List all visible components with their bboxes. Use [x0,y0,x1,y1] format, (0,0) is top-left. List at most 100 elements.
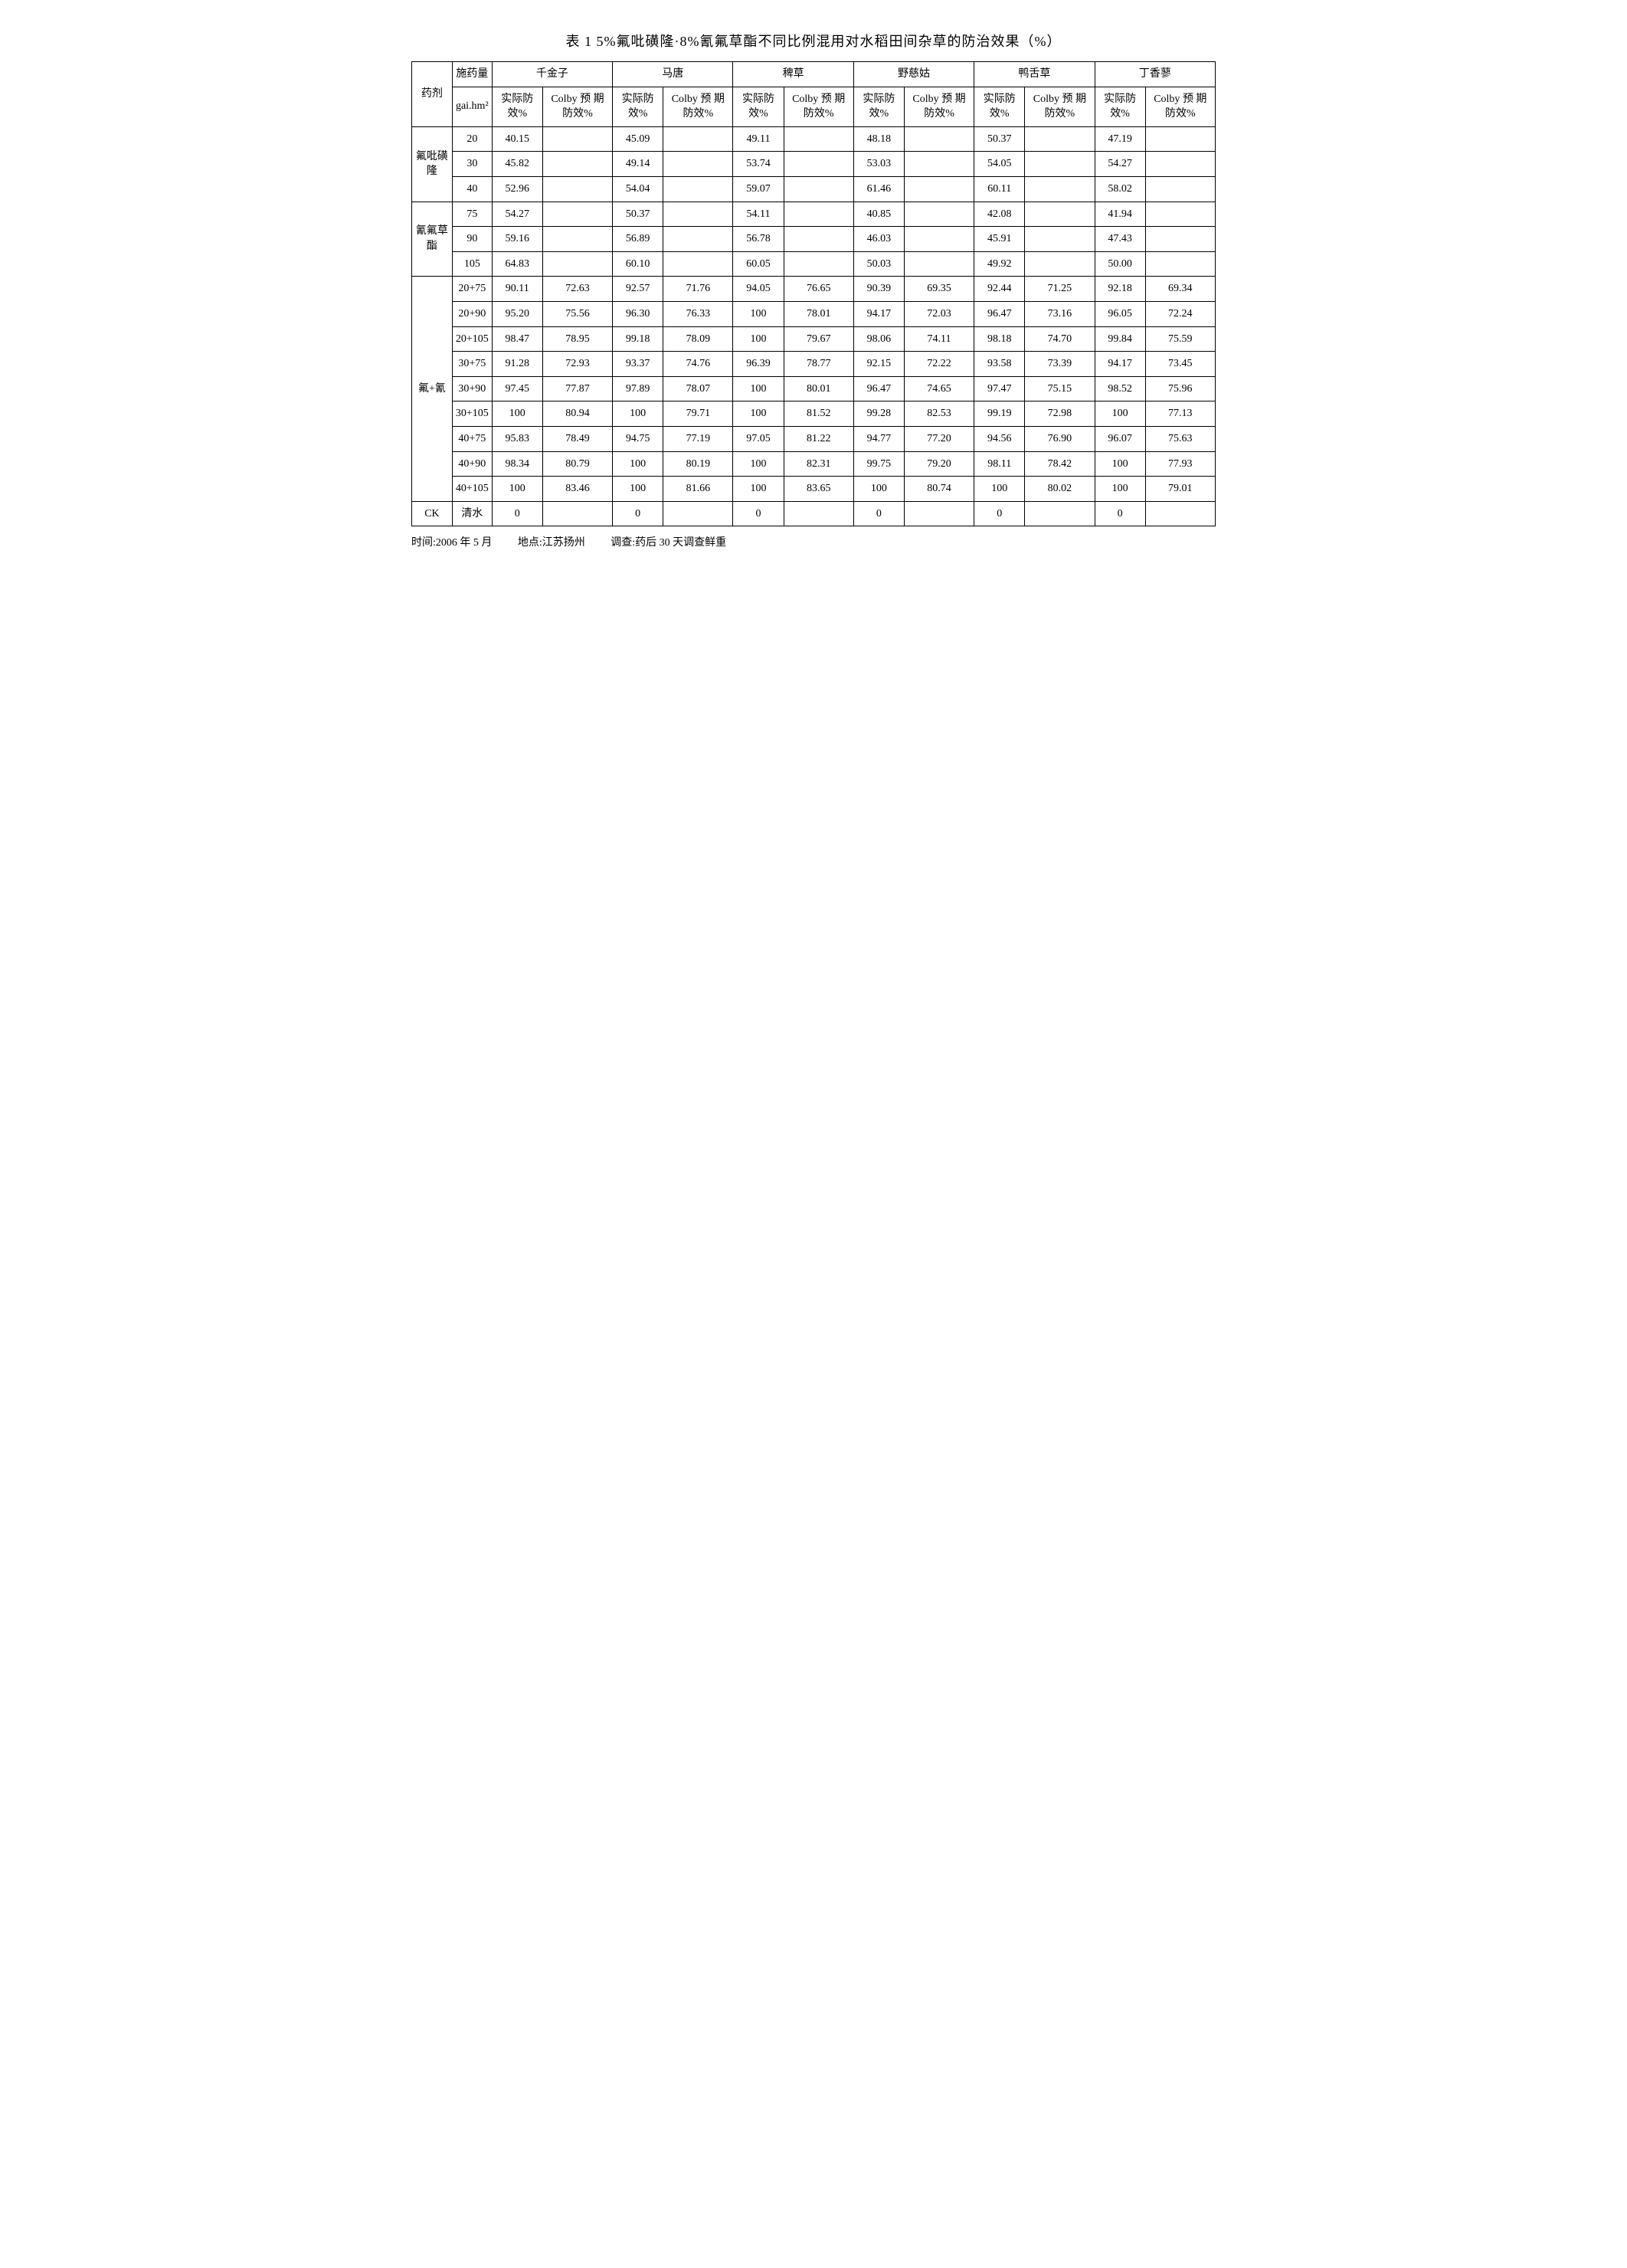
colby-cell: 80.01 [784,376,853,401]
colby-cell [1025,152,1095,177]
weed-0: 千金子 [492,62,612,87]
actual-cell: 47.19 [1095,126,1145,152]
colby-cell: 75.96 [1145,376,1215,401]
table-row: 氰氟草酯7554.2750.3754.1140.8542.0841.94 [412,202,1216,227]
actual-cell: 96.07 [1095,426,1145,451]
actual-cell: 52.96 [492,176,542,202]
actual-cell: 48.18 [853,126,904,152]
footer-time: 时间:2006 年 5 月 [411,537,492,549]
sub-actual: 实际防 效% [1095,87,1145,126]
colby-cell: 80.94 [542,401,612,427]
dose-cell: 40+90 [452,451,492,477]
sub-colby: Colby 预 期防效% [663,87,733,126]
dose-cell: 75 [452,202,492,227]
table-row: 氟吡磺隆2040.1545.0949.1148.1850.3747.19 [412,126,1216,152]
actual-cell: 49.92 [974,251,1025,277]
colby-cell: 79.01 [1145,477,1215,502]
colby-cell: 74.11 [904,326,974,352]
colby-cell [904,251,974,277]
table-row: 40+7595.8378.4994.7577.1997.0581.2294.77… [412,426,1216,451]
actual-cell: 100 [974,477,1025,502]
actual-cell: 100 [1095,451,1145,477]
colby-cell [542,176,612,202]
actual-cell: 60.11 [974,176,1025,202]
actual-cell: 50.37 [613,202,663,227]
colby-cell [663,227,733,252]
colby-cell: 72.03 [904,301,974,326]
colby-cell [663,176,733,202]
colby-cell: 79.71 [663,401,733,427]
sub-colby: Colby 预 期防效% [542,87,612,126]
actual-cell: 0 [733,501,784,526]
dose-cell: 30+90 [452,376,492,401]
actual-cell: 0 [613,501,663,526]
colby-cell: 81.66 [663,477,733,502]
colby-cell: 73.45 [1145,352,1215,377]
actual-cell: 99.28 [853,401,904,427]
actual-cell: 40.85 [853,202,904,227]
actual-cell: 50.00 [1095,251,1145,277]
actual-cell: 92.18 [1095,277,1145,302]
actual-cell: 53.03 [853,152,904,177]
actual-cell: 97.45 [492,376,542,401]
actual-cell: 100 [853,477,904,502]
actual-cell: 100 [733,326,784,352]
dose-cell: 20+75 [452,277,492,302]
dose-cell: 40+75 [452,426,492,451]
colby-cell [1025,176,1095,202]
actual-cell: 100 [733,477,784,502]
colby-cell: 76.90 [1025,426,1095,451]
colby-cell: 73.39 [1025,352,1095,377]
colby-cell: 78.01 [784,301,853,326]
table-row: 氟+氰20+7590.1172.6392.5771.7694.0576.6590… [412,277,1216,302]
actual-cell: 50.03 [853,251,904,277]
table-row: 9059.1656.8956.7846.0345.9147.43 [412,227,1216,252]
colby-cell [904,176,974,202]
actual-cell: 94.17 [1095,352,1145,377]
table-title: 表 1 5%氟吡磺隆·8%氰氟草酯不同比例混用对水稻田间杂草的防治效果（%） [411,31,1216,51]
colby-cell: 77.93 [1145,451,1215,477]
colby-cell: 83.46 [542,477,612,502]
sub-actual: 实际防 效% [853,87,904,126]
actual-cell: 54.11 [733,202,784,227]
actual-cell: 93.58 [974,352,1025,377]
actual-cell: 94.56 [974,426,1025,451]
colby-cell [542,251,612,277]
actual-cell: 45.91 [974,227,1025,252]
colby-cell: 77.13 [1145,401,1215,427]
actual-cell: 0 [853,501,904,526]
colby-cell: 76.65 [784,277,853,302]
colby-cell [1025,126,1095,152]
sub-colby: Colby 预 期防效% [1025,87,1095,126]
colby-cell [904,202,974,227]
footer-survey: 调查:药后 30 天调查鲜重 [611,537,726,549]
actual-cell: 93.37 [613,352,663,377]
actual-cell: 99.84 [1095,326,1145,352]
dose-cell: 30 [452,152,492,177]
table-row: 40+9098.3480.7910080.1910082.3199.7579.2… [412,451,1216,477]
actual-cell: 91.28 [492,352,542,377]
colby-cell: 72.93 [542,352,612,377]
drug-name-cell: 氰氟草酯 [412,202,453,277]
actual-cell: 99.19 [974,401,1025,427]
colby-cell: 74.65 [904,376,974,401]
actual-cell: 96.30 [613,301,663,326]
colby-cell [542,227,612,252]
actual-cell: 56.78 [733,227,784,252]
actual-cell: 98.11 [974,451,1025,477]
colby-cell [1025,501,1095,526]
weed-5: 丁香蓼 [1095,62,1215,87]
table-footer: 时间:2006 年 5 月 地点:江苏扬州 调查:药后 30 天调查鲜重 [411,534,1216,549]
colby-cell: 78.09 [663,326,733,352]
actual-cell: 100 [733,401,784,427]
drug-name-cell: CK [412,501,453,526]
drug-name-cell: 氟+氰 [412,277,453,501]
colby-cell: 78.42 [1025,451,1095,477]
colby-cell [784,176,853,202]
colby-cell [663,152,733,177]
actual-cell: 54.04 [613,176,663,202]
colby-cell: 75.63 [1145,426,1215,451]
actual-cell: 100 [1095,477,1145,502]
actual-cell: 100 [733,451,784,477]
actual-cell: 100 [613,401,663,427]
